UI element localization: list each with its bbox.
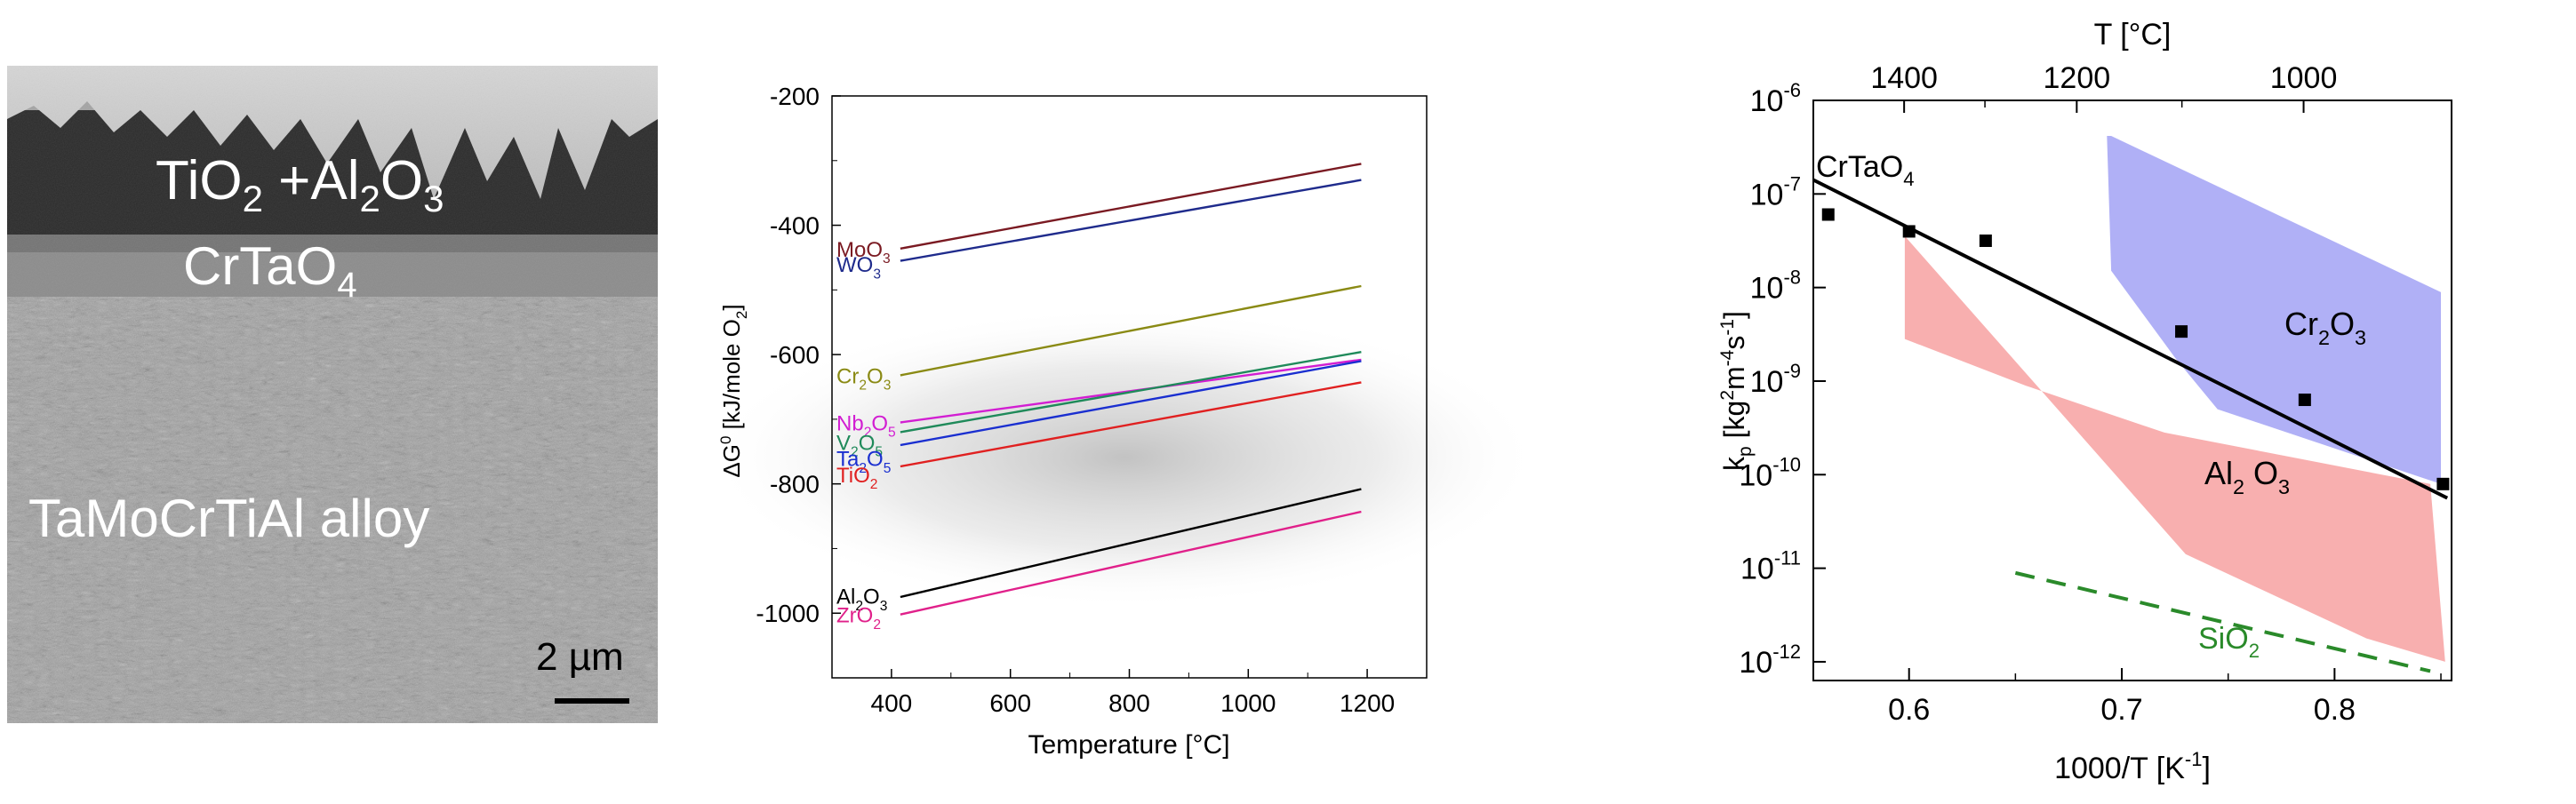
sio2-label: SiO2 [2198,622,2260,662]
y-axis-label-c: kp [kg2m-4s-1] [1717,311,1756,471]
data-point [1979,234,1992,247]
x-tick-label: 400 [871,689,913,717]
y-tick-label-c: 10-8 [1750,267,1801,306]
series-line-zro2 [900,510,1362,616]
sem-micrograph: TiO2 +Al2O3 CrTaO4 TaMoCrTiAl alloy 2 µm [7,66,658,723]
series-label-cr2o3: Cr2O3 [836,364,891,393]
arrhenius-svg: 0.6 0.7 0.8 1400 1200 1000 10-6 10-7 10-8 10-9 10-… [1717,18,2452,785]
crtao4-fit-line [1812,178,2449,500]
x-tick-label: 600 [989,689,1031,717]
y-tick-label: -1000 [756,600,820,627]
y-tick-label: -600 [770,341,820,369]
sem-image-svg: TiO2 +Al2O3 CrTaO4 TaMoCrTiAl alloy 2 µm [7,66,658,723]
al2o3-label: Al2 O3 [2204,455,2290,498]
arrhenius-chart: 0.6 0.7 0.8 1400 1200 1000 10-6 10-7 10-8 10-9 10-… [1671,0,2576,804]
series-label-al2o3: Al2O3 [836,585,887,614]
y-tick-label-c: 10-12 [1739,641,1801,680]
ellingham-chart: 400 600 800 1000 1200 -200 -400 -600 -800 -1000 M… [693,62,1653,791]
series-line-v2o5 [900,351,1362,434]
y-tick-label-c: 10-6 [1750,79,1801,118]
scale-bar [555,698,629,704]
background-band [707,306,1542,609]
top-x-axis-label: T [°C] [2094,18,2172,52]
y-tick-label: -200 [770,83,820,110]
x-tick-label: 1000 [1220,689,1276,717]
top-x-tick-label: 1200 [2044,61,2111,95]
ellingham-svg: 400 600 800 1000 1200 -200 -400 -600 -800 -1000 M… [707,83,1542,760]
oxide-label: TiO2 +Al2O3 [156,150,444,219]
cr2o3-label: Cr2O3 [2284,306,2366,349]
y-tick-label-c: 10-11 [1740,547,1801,586]
series-label-nb2o5: Nb2O5 [836,412,896,441]
data-point [2436,477,2450,490]
plot-frame-c [1812,100,2452,681]
x-tick-label-c: 0.6 [1888,693,1930,727]
series-line-al2o3 [900,488,1362,599]
x-axis-label: Temperature [°C] [1028,730,1229,760]
x-tick-label: 800 [1108,689,1150,717]
y-tick-label-c: 10-9 [1750,360,1801,399]
series-line-moo3 [900,163,1362,250]
data-point [1902,225,1916,238]
data-point [1821,208,1835,221]
scale-bar-label: 2 µm [536,635,624,679]
x-tick-label: 1200 [1340,689,1395,717]
sio2-dashed-line [2014,570,2431,673]
region-cr2o3 [2107,136,2441,484]
series-label-moo3: MoO3 [836,238,891,267]
series-line-tio2 [900,381,1362,468]
series-label-zro2: ZrO2 [836,604,881,633]
data-point [2298,394,2311,407]
series-line-cr2o3 [900,284,1362,377]
crtao4-label: CrTaO4 [1816,150,1915,190]
top-x-tick-label: 1400 [1870,61,1938,95]
y-tick-label: -400 [770,212,820,240]
x-axis-label-c: 1000/T [K-1] [2054,748,2211,785]
region-al2o3 [1904,235,2445,662]
y-axis-label: ΔG0 [kJ/mole O2] [717,304,750,477]
x-tick-label-c: 0.7 [2100,693,2142,727]
y-tick-label-c: 10-7 [1750,172,1801,211]
crtao4-label: CrTaO4 [183,236,357,305]
top-x-tick-label: 1000 [2270,61,2338,95]
series-label-ta2o5: Ta2O5 [836,448,892,476]
data-point [2175,325,2188,338]
alloy-label: TaMoCrTiAl alloy [28,489,429,548]
x-tick-label-c: 0.8 [2314,693,2356,727]
series-label-wo3: WO3 [836,253,881,282]
y-tick-label-c: 10-10 [1739,453,1801,492]
series-label-v2o5: V2O5 [836,431,883,459]
global-noise [7,66,658,723]
y-tick-label: -800 [770,471,820,498]
series-line-wo3 [900,179,1362,262]
series-line-ta2o5 [900,360,1362,447]
series-label-tio2: TiO2 [836,464,877,492]
